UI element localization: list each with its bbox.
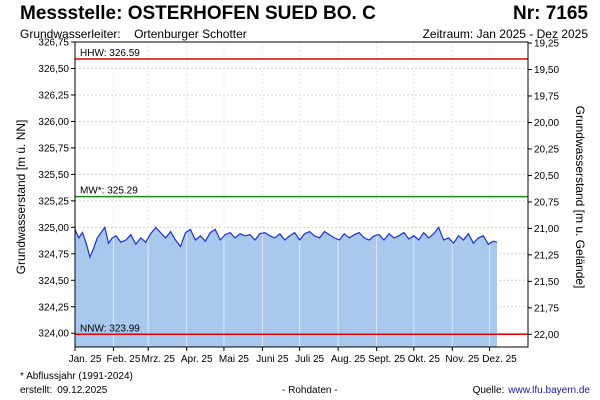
water-level-area bbox=[75, 227, 497, 347]
y2-tick-label: 22,00 bbox=[534, 330, 559, 341]
footnote: * Abflussjahr (1991-2024) bbox=[20, 371, 133, 382]
y2-tick-label: 19,50 bbox=[534, 65, 559, 76]
source-link[interactable]: www.lfu.bayern.de bbox=[508, 385, 590, 396]
y-tick-label: 324,75 bbox=[38, 249, 69, 260]
y-tick-label: 324,00 bbox=[38, 329, 69, 340]
y2-tick-label: 21,75 bbox=[534, 303, 559, 314]
y-tick-label: 325,25 bbox=[38, 196, 69, 207]
y2-tick-label: 21,50 bbox=[534, 277, 559, 288]
y-tick-label: 324,50 bbox=[38, 276, 69, 287]
aquifer-value: Ortenburger Schotter bbox=[134, 27, 247, 41]
aquifer-label: Grundwasserleiter: bbox=[20, 27, 121, 41]
rawdata-label: - Rohdaten - bbox=[282, 385, 338, 396]
x-tick-label: Mrz. 25 bbox=[142, 354, 176, 365]
y2-tick-label: 20,50 bbox=[534, 171, 559, 182]
source: Quelle: www.lfu.bayern.de bbox=[473, 385, 590, 396]
station-number: Nr: 7165 bbox=[513, 3, 588, 24]
x-tick-label: Apr. 25 bbox=[181, 354, 213, 365]
reference-line-label: MW*: 325.29 bbox=[80, 186, 138, 197]
y-tick-label: 325,00 bbox=[38, 223, 69, 234]
created-date: erstellt: 09.12.2025 bbox=[20, 385, 107, 396]
x-tick-label: Nov. 25 bbox=[445, 354, 479, 365]
axis-layer: 326,75 326,50 326,25 326,00 325,75 325,50 325,… bbox=[38, 38, 559, 366]
y2-tick-label: 21,00 bbox=[534, 224, 559, 235]
x-tick-label: Juli 25 bbox=[295, 354, 324, 365]
x-tick-label: Feb. 25 bbox=[107, 354, 141, 365]
x-tick-label: Juni 25 bbox=[256, 354, 289, 365]
reference-line-label: NNW: 323.99 bbox=[80, 323, 140, 334]
y-tick-label: 324,25 bbox=[38, 302, 69, 313]
x-tick-label: Sept. 25 bbox=[368, 354, 406, 365]
y-tick-label: 326,25 bbox=[38, 90, 69, 101]
period-label: Zeitraum: Jan 2025 - Dez 2025 bbox=[422, 27, 588, 41]
area-layer bbox=[74, 42, 498, 347]
source-label: Quelle: bbox=[472, 385, 505, 396]
y-axis-label: Grundwasserstand [m ü. NN] bbox=[14, 120, 28, 275]
created-label: erstellt: bbox=[20, 385, 53, 396]
created-value: 09.12.2025 bbox=[57, 385, 108, 396]
y-tick-label: 325,75 bbox=[38, 143, 69, 154]
y2-tick-label: 20,25 bbox=[534, 144, 559, 155]
station-title: Messstelle: OSTERHOFEN SUED BO. C bbox=[20, 3, 376, 24]
y-tick-label: 326,00 bbox=[38, 117, 69, 128]
reference-lines-layer: HHW: 326.59 MW*: 325.29 NNW: 323.99 bbox=[75, 48, 528, 336]
aquifer-info: Grundwasserleiter: Ortenburger Schotter bbox=[20, 27, 247, 41]
y2-tick-label: 19,75 bbox=[534, 92, 559, 103]
reference-line-label: HHW: 326.59 bbox=[80, 48, 140, 59]
y-tick-label: 326,50 bbox=[38, 64, 69, 75]
y2-tick-label: 19,25 bbox=[534, 39, 559, 50]
x-tick-label: Okt. 25 bbox=[408, 354, 441, 365]
y-tick-label: 325,50 bbox=[38, 170, 69, 181]
x-tick-label: Aug. 25 bbox=[331, 354, 366, 365]
y2-axis-label: Grundwasserstand [m u. Gelände] bbox=[573, 106, 587, 289]
x-tick-label: Jan. 25 bbox=[69, 354, 102, 365]
y-tick-label: 326,75 bbox=[38, 38, 69, 49]
y2-tick-label: 20,00 bbox=[534, 118, 559, 129]
plot-frame bbox=[74, 41, 529, 348]
y2-tick-label: 20,75 bbox=[534, 197, 559, 208]
x-tick-label: Dez. 25 bbox=[482, 354, 517, 365]
x-tick-label: Mai 25 bbox=[219, 354, 249, 365]
y2-tick-label: 21,25 bbox=[534, 250, 559, 261]
